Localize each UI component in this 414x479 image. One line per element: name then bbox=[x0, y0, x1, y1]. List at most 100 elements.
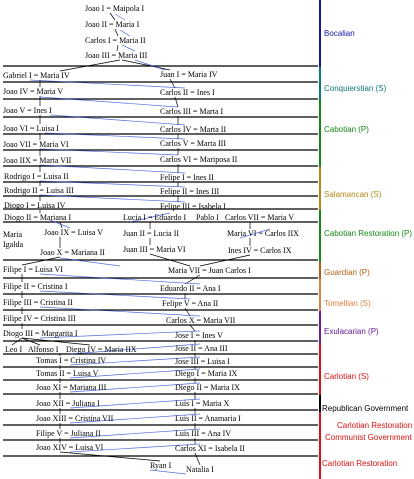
node-juan1: Juan I = Maria IV bbox=[160, 70, 218, 79]
node-joao9: Joao IIX = Maria VII bbox=[3, 156, 72, 165]
connector-highlight-28 bbox=[149, 469, 187, 475]
era-label-carlotian-restoration-1: Carlotian Restoration bbox=[337, 421, 413, 430]
node-filipe4: Filipe IV = Cristina III bbox=[3, 314, 76, 323]
node-gabriel1: Gabriel I = Maria IV bbox=[3, 71, 70, 80]
connector-highlight-27 bbox=[69, 443, 201, 453]
node-filipe5: Filipe V = Juliana II bbox=[36, 429, 101, 438]
node-filipe2: Filipe II = Cristina I bbox=[3, 282, 68, 291]
node-joao1: Joao I = Maipola I bbox=[85, 4, 145, 13]
node-diogo3: Diogo III = Margarita I bbox=[3, 329, 78, 338]
node-pablo1: Pablo I bbox=[196, 213, 219, 222]
era-label-cabotian-restoration: Cabotian Restoration (P) bbox=[324, 229, 413, 238]
connector-line-40 bbox=[21, 337, 41, 346]
node-carlos4: Carlos IV = Marta II bbox=[160, 125, 227, 134]
node-maria-igalda: Maria Igalda bbox=[3, 230, 23, 249]
connector-highlight-16 bbox=[39, 273, 201, 285]
connector-highlight-24 bbox=[69, 398, 201, 409]
connector-highlight-23 bbox=[69, 382, 201, 393]
node-maria6: Maria VI = Carlos IIX bbox=[227, 229, 299, 238]
connector-highlight-25 bbox=[69, 413, 201, 424]
node-diego4: Diego IV = Maria IIX bbox=[66, 345, 137, 354]
node-diogo2: Diogo II = Mariana I bbox=[4, 213, 72, 222]
connector-highlight-0 bbox=[114, 13, 126, 21]
connector-line-6 bbox=[169, 78, 176, 89]
era-label-guardian: Guardian (P) bbox=[324, 268, 370, 277]
node-diogo1: Diogo I = Luisa IV bbox=[4, 201, 66, 210]
node-jose3: Jose III = Luisa I bbox=[175, 357, 230, 366]
connector-highlight-18 bbox=[39, 306, 201, 317]
node-felipe1: Felipe I = Ines II bbox=[160, 173, 214, 182]
era-label-communist: Communist Government bbox=[325, 433, 412, 442]
connector-line-57 bbox=[59, 451, 161, 462]
node-felipe5: Felipe V = Ana II bbox=[162, 299, 219, 308]
node-joao14: Joao XIV = Luisa VI bbox=[36, 443, 104, 452]
era-label-bocalian: Bocalian bbox=[324, 29, 355, 38]
connector-highlight-7 bbox=[44, 132, 186, 140]
node-leo1: Leo I bbox=[5, 345, 23, 354]
node-juan2: Juan II = Lucia II bbox=[123, 229, 180, 238]
node-luis2: Luis II = Anamaria I bbox=[175, 414, 241, 423]
connector-highlight-14 bbox=[239, 228, 271, 239]
node-maria7: Maria VII = Juan Carlos I bbox=[168, 266, 251, 275]
node-filipe1: Filipe I = Luisa VI bbox=[3, 265, 63, 274]
connector-highlight-1 bbox=[119, 29, 131, 37]
connector-line-30 bbox=[199, 254, 251, 267]
node-ryan1: Ryan I bbox=[150, 461, 172, 470]
node-carlos2: Carlos II = Ines I bbox=[160, 88, 215, 97]
era-label-republican: Republican Government bbox=[322, 404, 409, 413]
connector-highlight-12 bbox=[49, 219, 71, 229]
era-label-exulacarian: Exulacarian (P) bbox=[324, 327, 379, 336]
era-label-salamancan: Salamancan (S) bbox=[324, 190, 382, 199]
connector-line-32 bbox=[184, 274, 201, 285]
node-jose2: Jose II = Ana III bbox=[175, 344, 228, 353]
node-carlos11: Carlos XI = Isabela II bbox=[175, 444, 245, 453]
connector-line-1 bbox=[114, 28, 119, 37]
node-felipe3: Felipe III = Isabela I bbox=[160, 202, 226, 211]
node-jose1: Jose I = Ines V bbox=[175, 331, 223, 340]
connector-line-2 bbox=[116, 44, 119, 52]
node-joao13: Joao XIII = Cristina VII bbox=[36, 414, 114, 423]
node-joao10: Joao X = Mariana II bbox=[40, 248, 105, 257]
node-joao3: Joao III = Maria III bbox=[85, 51, 148, 60]
node-joao6: Joao VI = Luisa I bbox=[3, 124, 59, 133]
node-joao5: Joao V = Ines I bbox=[3, 106, 52, 115]
node-filipe3: Filipe III = Cristina II bbox=[3, 298, 73, 307]
node-felipe2: Felipe II = Ines III bbox=[160, 187, 220, 196]
connector-line-58 bbox=[194, 452, 201, 466]
node-joao2: Joao II = Maria I bbox=[85, 20, 140, 29]
node-joao11: Joao XI = Mariana III bbox=[36, 383, 107, 392]
connector-line-8 bbox=[174, 96, 179, 108]
connector-highlight-2 bbox=[121, 44, 136, 52]
connector-highlight-4 bbox=[29, 79, 186, 89]
connector-line-41 bbox=[21, 337, 91, 346]
node-joao12: Joao XII = Juliana I bbox=[36, 399, 100, 408]
node-tomas1: Tomas I = Cristina IV bbox=[36, 356, 107, 365]
connector-line-0 bbox=[109, 12, 116, 21]
connector-highlight-8 bbox=[39, 148, 179, 156]
node-juan3: Juan III = Maria VI bbox=[123, 245, 186, 254]
node-rodrigo2: Rodrigo II = Luisa III bbox=[4, 186, 74, 195]
node-carlos7: Carlos VII = Maria V bbox=[225, 213, 295, 222]
connector-line-36 bbox=[184, 307, 191, 317]
node-carlos6: Carlos VI = Mariposa II bbox=[160, 155, 238, 164]
era-label-tomellian: Tomellian (S) bbox=[324, 299, 371, 308]
connector-line-22 bbox=[59, 221, 63, 229]
connector-highlight-10 bbox=[39, 180, 186, 188]
node-luis1: Luis I = Maria X bbox=[175, 399, 230, 408]
node-joao4: Joao IV = Maria V bbox=[3, 87, 64, 96]
connector-line-29 bbox=[149, 253, 191, 267]
connector-highlight-26 bbox=[69, 428, 201, 439]
era-label-carlotian: Carlotian (S) bbox=[324, 372, 369, 381]
connector-highlight-19 bbox=[39, 330, 201, 339]
node-ines4: Ines IV = Carlos IX bbox=[228, 246, 292, 255]
connector-line-4 bbox=[121, 59, 171, 71]
connector-line-39 bbox=[11, 337, 23, 346]
node-carlos1: Carlos I = Maria II bbox=[85, 36, 146, 45]
node-carlos3: Carlos III = Marta I bbox=[160, 107, 224, 116]
connector-line-28 bbox=[21, 256, 61, 266]
node-lucia1: Lucia I = Eduardo I bbox=[123, 213, 187, 222]
connector-highlight-3 bbox=[134, 59, 166, 71]
connector-highlight-11 bbox=[39, 194, 186, 203]
node-joao9b: Joao IX = Luisa V bbox=[44, 228, 104, 237]
connector-highlight-21 bbox=[69, 356, 201, 366]
